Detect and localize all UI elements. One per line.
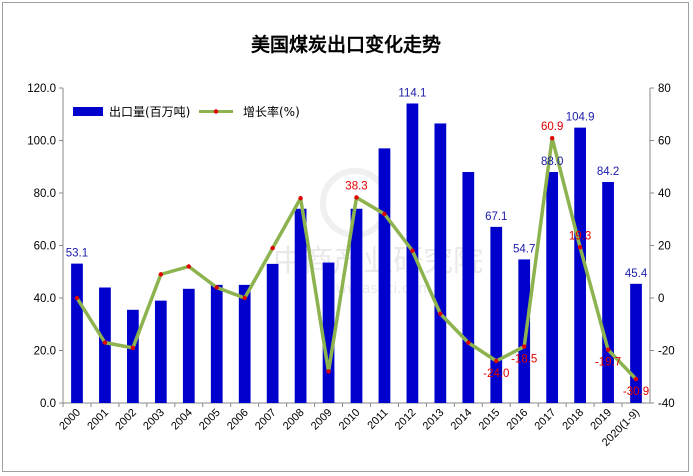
growth-rate-point: [158, 272, 164, 277]
x-tick-label: 2006: [225, 407, 251, 433]
line-data-label: -19.7: [595, 357, 621, 369]
growth-rate-point: [298, 196, 303, 201]
bar: [127, 309, 139, 403]
x-tick-label: 2000: [57, 407, 83, 433]
x-tick-label: 2007: [253, 407, 279, 433]
legend: 出口量(百万吨) 增长率(%): [73, 104, 300, 119]
growth-rate-point: [466, 340, 471, 345]
chart-frame: 美国煤炭出口变化走势 中商产业研究院 www.askci.com 0.0 20.0…: [2, 2, 689, 472]
growth-rate-point: [130, 345, 136, 351]
growth-rate-point: [214, 285, 219, 290]
line-data-label: 60.9: [541, 121, 563, 133]
y-left-tick-label: 120.0: [27, 83, 56, 95]
chart-title: 美国煤炭出口变化走势: [251, 33, 441, 56]
growth-rate-point: [354, 195, 359, 200]
growth-rate-point: [438, 311, 443, 316]
bar-data-label: 54.7: [513, 243, 535, 255]
legend-line-label: 增长率(%): [243, 104, 300, 119]
growth-rate-point: [494, 358, 499, 364]
growth-rate-point: [633, 376, 639, 382]
bar: [546, 172, 559, 403]
y-right-tick-label: 0: [658, 293, 664, 305]
y-left-tick-label: 40.0: [34, 293, 56, 305]
x-tick-label: 2014: [449, 407, 475, 433]
bar: [630, 283, 642, 403]
x-tick-label: 2015: [477, 407, 503, 433]
y-right-tick-label: 80: [658, 83, 671, 95]
growth-rate-point: [549, 135, 555, 141]
growth-rate-point: [326, 369, 331, 374]
x-tick-label: 2008: [281, 407, 307, 433]
bar: [294, 208, 307, 403]
y-left-tick-label: 0.0: [40, 398, 56, 410]
y-left-tick-label: 100.0: [27, 136, 56, 148]
y-right-tick-label: 40: [658, 188, 671, 200]
line-data-label: -24.0: [483, 368, 509, 380]
x-tick-label: 2019: [588, 407, 614, 433]
x-tick-label: 2005: [197, 407, 223, 433]
bar: [518, 259, 531, 403]
bar: [350, 208, 363, 403]
growth-rate-point: [242, 295, 247, 301]
growth-rate-point: [410, 248, 415, 253]
y-left-tick-label: 80.0: [34, 188, 56, 200]
x-tick-label: 2003: [141, 407, 167, 433]
bar: [182, 288, 195, 403]
bar: [71, 263, 83, 403]
bar: [434, 123, 447, 403]
x-tick-label: 2009: [309, 407, 335, 433]
x-tick-label: 2011: [365, 407, 390, 432]
bar: [574, 127, 586, 403]
bar-data-label: 84.2: [597, 166, 619, 178]
x-tick-label: 2017: [532, 407, 558, 433]
y-right-tick-label: 60: [658, 136, 671, 148]
bar-data-label: 53.1: [66, 248, 88, 260]
line-data-label: 38.3: [345, 180, 367, 192]
bar-data-label: 67.1: [485, 211, 507, 223]
legend-bar-swatch: [73, 107, 103, 116]
y-right-tick-label: 20: [658, 241, 671, 253]
bar: [266, 263, 279, 403]
x-tick-label: 2012: [393, 407, 419, 433]
bar-data-label: 104.9: [566, 112, 595, 124]
growth-rate-point: [74, 295, 80, 301]
x-tick-label: 2018: [560, 407, 586, 433]
x-tick-label: 2016: [505, 407, 531, 433]
growth-rate-point: [522, 344, 527, 349]
x-tick-label: 2001: [85, 407, 111, 433]
x-tick-label: 2004: [169, 407, 195, 433]
growth-rate-point: [186, 264, 191, 269]
bar: [462, 172, 475, 403]
bar-data-label: 45.4: [625, 268, 648, 280]
legend-line-marker: [213, 109, 219, 114]
y-left-tick-label: 20.0: [34, 346, 56, 358]
bar: [322, 262, 335, 403]
y-right-tick-label: -20: [658, 346, 675, 358]
bar: [490, 226, 503, 403]
line-data-label: 19.3: [569, 230, 591, 242]
growth-rate-point: [382, 211, 387, 217]
bar: [99, 287, 111, 403]
bar-data-label: 88.0: [541, 156, 563, 168]
chart: 美国煤炭出口变化走势 中商产业研究院 www.askci.com 0.020.0…: [27, 33, 675, 449]
growth-rate-point: [577, 245, 583, 250]
bar: [602, 181, 614, 403]
y-left-tick-label: 60.0: [34, 241, 56, 253]
y-right-tick-label: -40: [658, 398, 675, 410]
growth-rate-point: [605, 347, 611, 352]
bar: [378, 148, 391, 403]
x-tick-label: 2002: [113, 407, 139, 433]
legend-bar-label: 出口量(百万吨): [109, 105, 190, 119]
x-tick-label: 2010: [337, 407, 363, 433]
x-tick-label: 2013: [421, 407, 447, 433]
growth-rate-point: [102, 340, 108, 345]
line-data-label: -30.9: [623, 386, 649, 398]
bar: [210, 284, 223, 403]
bar: [154, 300, 167, 403]
growth-rate-point: [270, 245, 275, 251]
bar: [238, 284, 251, 403]
line-data-label: -18.5: [511, 354, 537, 366]
bar-data-label: 114.1: [398, 87, 426, 99]
